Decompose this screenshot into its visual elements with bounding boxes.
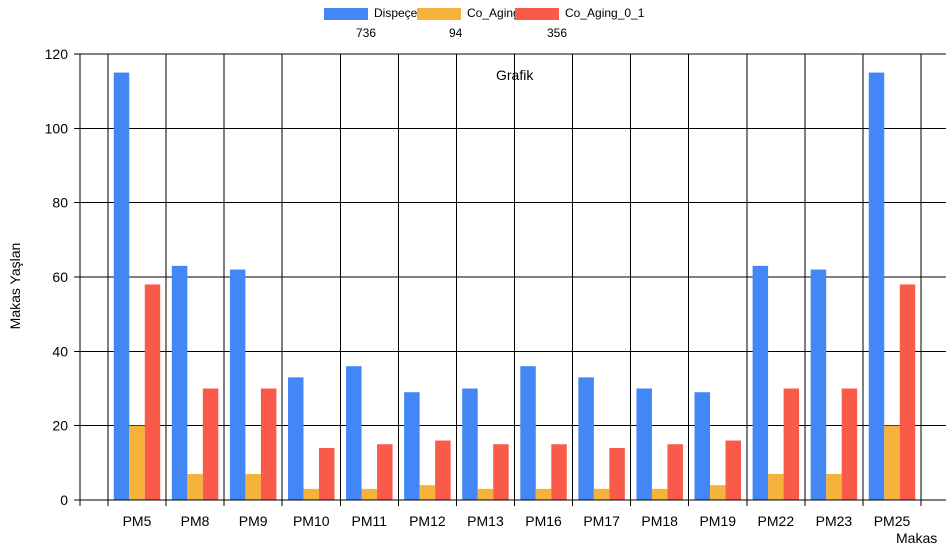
legend-swatch-co-aging-0-1 — [515, 8, 559, 20]
bar — [187, 473, 203, 500]
y-tick-label: 60 — [52, 269, 68, 285]
bar — [318, 447, 335, 500]
bar — [899, 284, 916, 500]
bar — [551, 444, 567, 500]
bar — [667, 444, 683, 500]
bar — [144, 284, 161, 500]
x-tick-label: PM10 — [293, 513, 330, 529]
x-tick-label: PM22 — [758, 513, 795, 529]
legend-count-co-aging-0-1: 356 — [547, 26, 568, 40]
legend: Dispeçer 736 Co_Aging 94 Co_Aging_0_1 35… — [0, 4, 952, 44]
y-tick-label: 80 — [52, 195, 68, 211]
x-tick-label: PM11 — [352, 513, 388, 529]
legend-count-dispecer: 736 — [356, 26, 377, 40]
bar — [651, 488, 668, 500]
legend-label-co-aging: Co_Aging — [467, 6, 520, 20]
y-tick-label: 120 — [45, 46, 69, 62]
x-tick-label: PM12 — [409, 513, 446, 529]
bar — [884, 425, 900, 500]
chart-title: Grafik — [496, 67, 534, 83]
y-tick-label: 20 — [52, 418, 68, 434]
bar — [113, 72, 130, 500]
bar — [694, 392, 711, 500]
bar — [462, 388, 478, 500]
x-tick-label: PM13 — [467, 513, 504, 529]
bar — [868, 72, 885, 500]
y-tick-label: 40 — [52, 343, 68, 359]
bar — [493, 444, 509, 500]
bar — [520, 366, 536, 500]
legend-label-dispecer: Dispeçer — [374, 6, 422, 20]
x-tick-label: PM16 — [525, 513, 562, 529]
y-tick-label: 100 — [45, 120, 69, 136]
bar — [419, 485, 436, 500]
bar — [229, 269, 246, 500]
bar — [841, 388, 858, 500]
x-tick-label: PM5 — [123, 513, 152, 529]
bar — [202, 388, 219, 500]
legend-swatch-dispecer — [324, 8, 368, 20]
bar — [287, 377, 304, 500]
bar — [578, 377, 594, 500]
bar — [361, 488, 378, 500]
bar — [752, 265, 769, 500]
x-tick-label: PM25 — [874, 513, 911, 529]
bar — [171, 265, 188, 500]
bar — [609, 447, 625, 500]
bar — [810, 269, 827, 500]
legend-count-co-aging: 94 — [449, 26, 463, 40]
y-axis-title: Makas Yaşlan — [7, 242, 23, 330]
bar — [346, 366, 362, 500]
bar — [593, 488, 610, 500]
y-tick-label: 0 — [60, 492, 68, 508]
bar — [535, 488, 552, 500]
x-tick-label: PM23 — [816, 513, 853, 529]
bar — [303, 488, 319, 500]
x-tick-label: PM18 — [641, 513, 678, 529]
x-tick-label: PM19 — [699, 513, 736, 529]
x-axis-title: Makas — [896, 530, 938, 546]
bar — [377, 444, 393, 500]
bar — [768, 473, 784, 500]
bar — [260, 388, 277, 500]
bar — [435, 440, 451, 500]
legend-swatch-co-aging — [417, 8, 461, 20]
x-tick-label: PM9 — [239, 513, 268, 529]
bar — [710, 485, 726, 500]
bar — [404, 392, 420, 500]
bar — [129, 425, 145, 500]
bar — [636, 388, 652, 500]
bar — [725, 440, 742, 500]
bar — [826, 473, 842, 500]
legend-label-co-aging-0-1: Co_Aging_0_1 — [565, 6, 645, 20]
x-tick-label: PM17 — [583, 513, 620, 529]
bar — [783, 388, 800, 500]
x-tick-label: PM8 — [181, 513, 210, 529]
bar — [477, 488, 494, 500]
bar — [245, 473, 261, 500]
